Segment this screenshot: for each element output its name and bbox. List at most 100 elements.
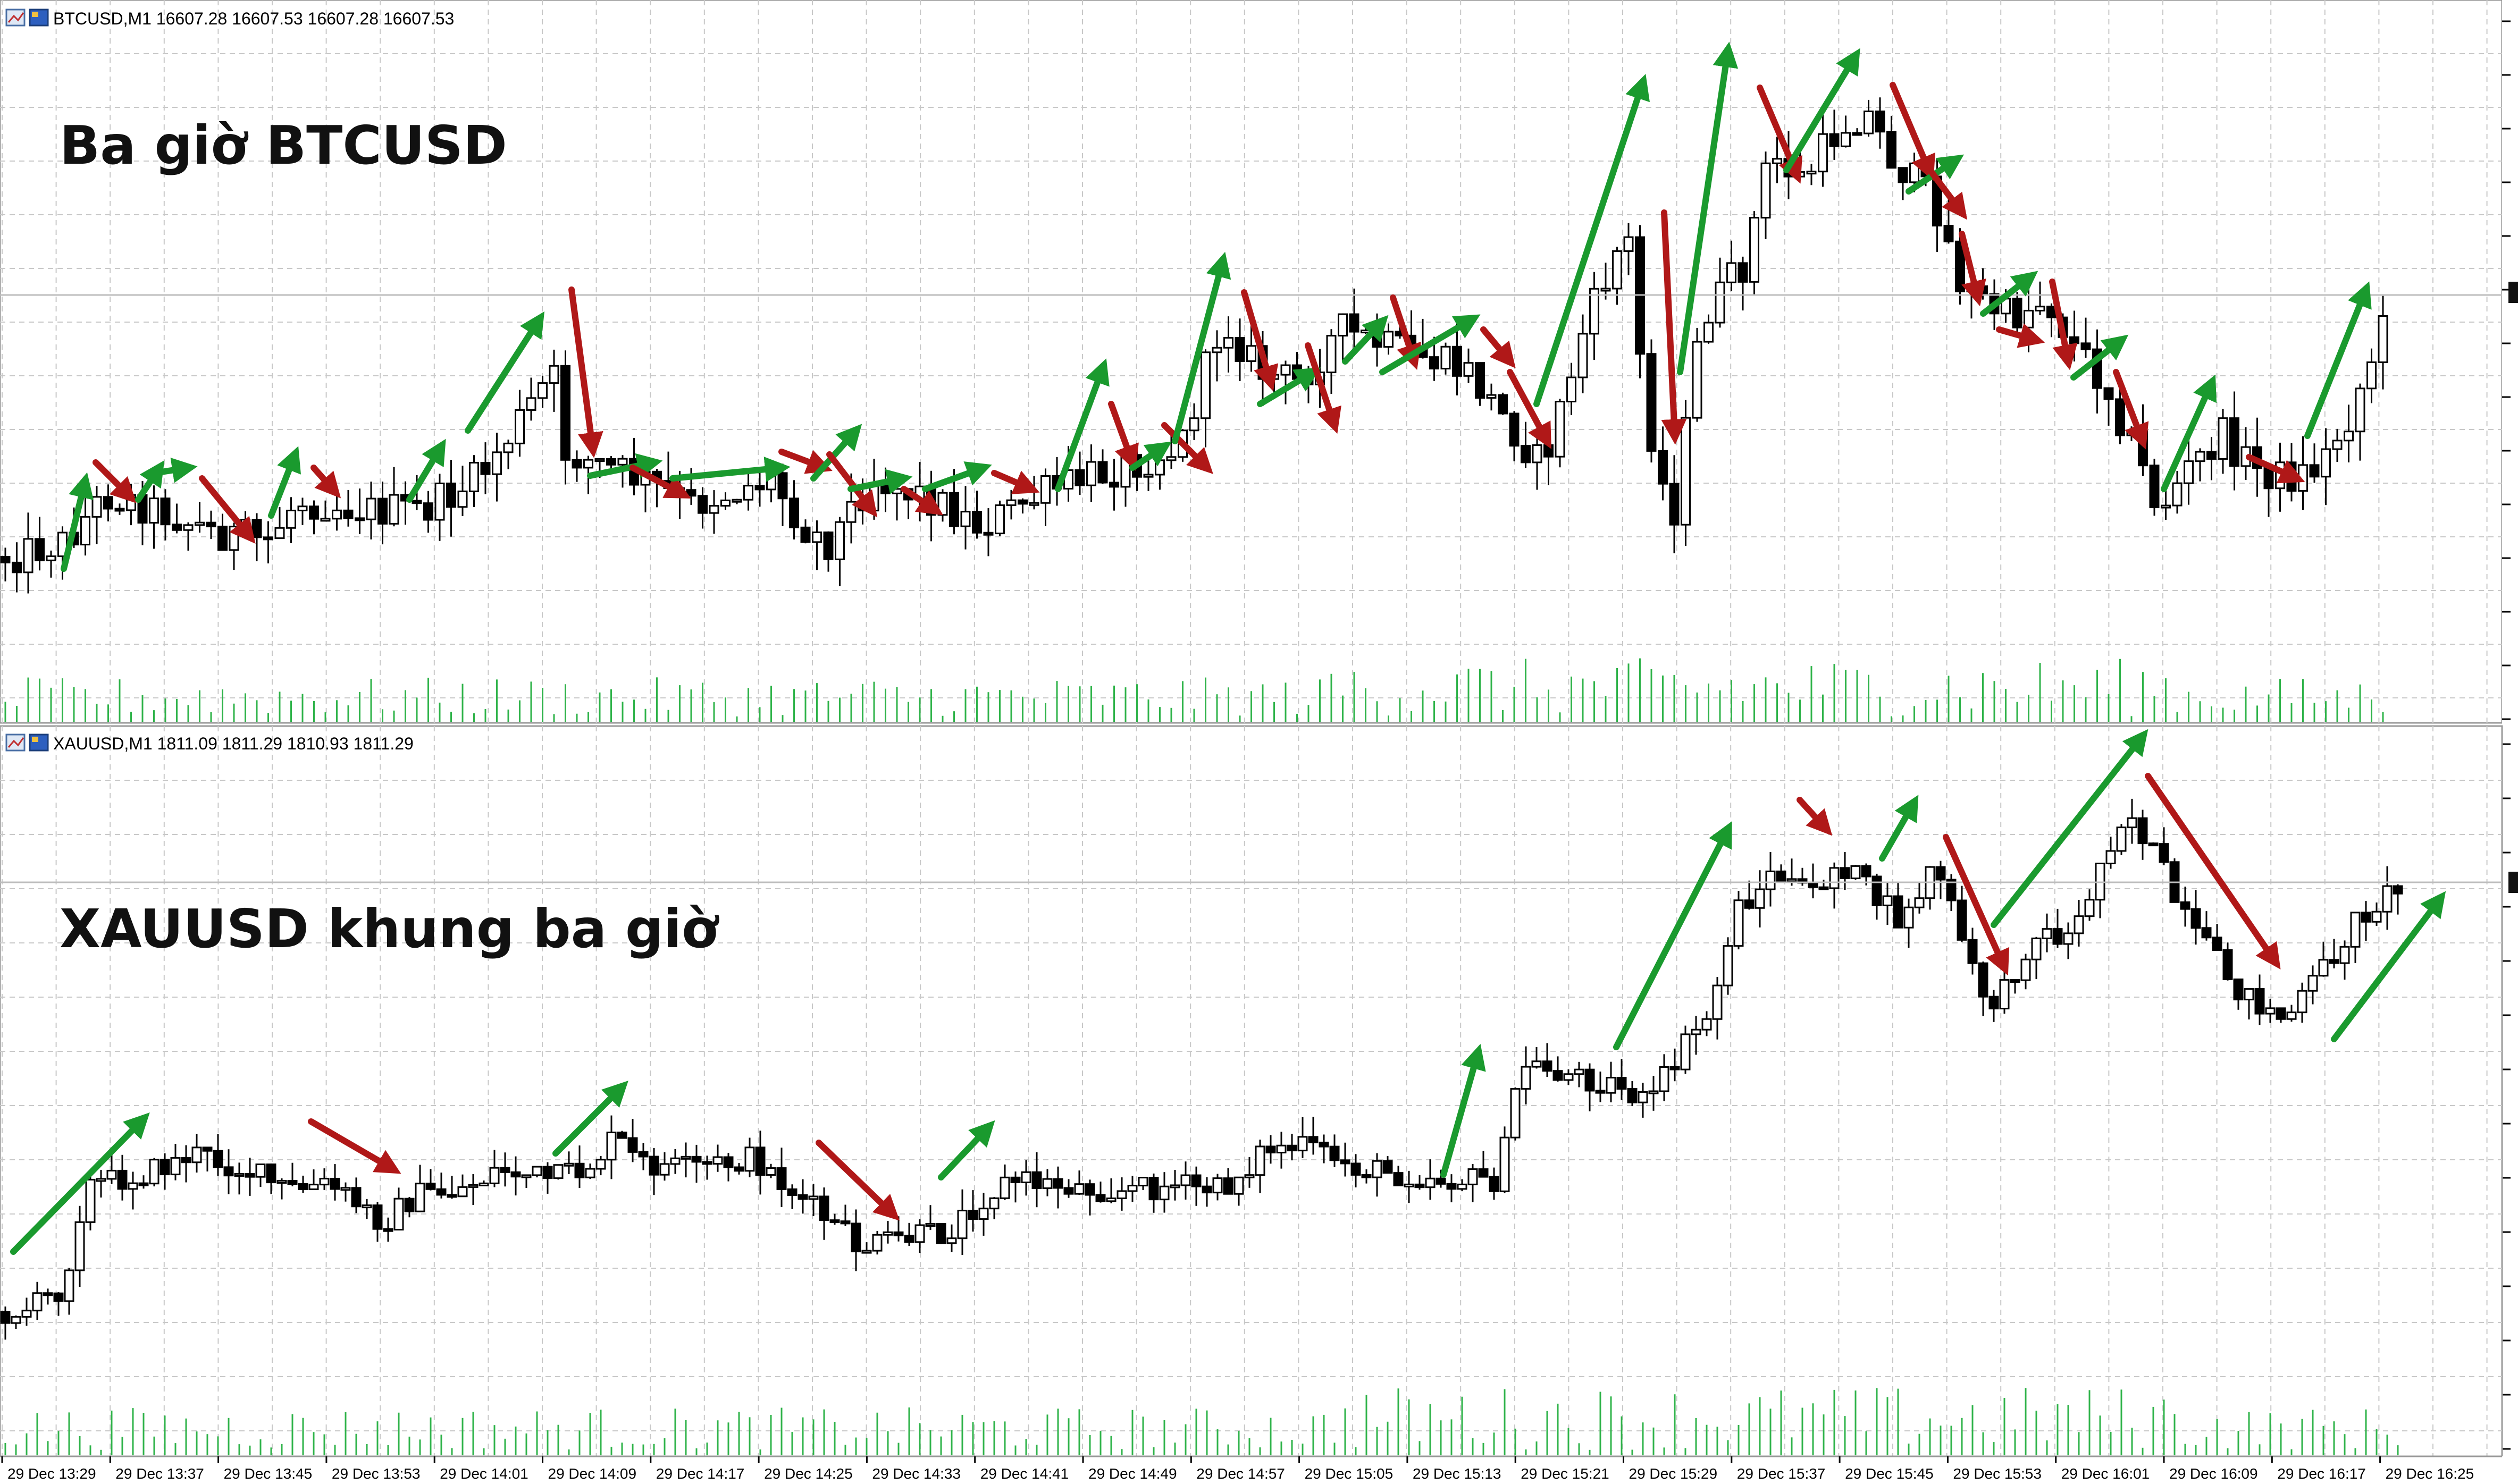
candle-body bbox=[2276, 1007, 2286, 1020]
candle-body bbox=[298, 1183, 308, 1191]
time-axis-label: 29 Dec 16:09 bbox=[2169, 1465, 2258, 1482]
candle-body bbox=[223, 1166, 234, 1177]
candle-body bbox=[1914, 897, 1925, 908]
candle-body bbox=[840, 1220, 851, 1225]
xau-pane[interactable]: XAUUSD,M1 1811.09 1811.29 1810.93 1811.2… bbox=[0, 725, 2503, 1457]
candle-body bbox=[2286, 1011, 2297, 1020]
candle-body bbox=[1978, 962, 1988, 998]
candle-body bbox=[732, 499, 742, 503]
candle-body bbox=[627, 1137, 638, 1153]
candle-body bbox=[1280, 364, 1291, 376]
candle-body bbox=[968, 1210, 978, 1220]
candle-body bbox=[2254, 988, 2265, 1015]
candle-body bbox=[2344, 431, 2354, 442]
candle-body bbox=[1818, 133, 1828, 173]
candle-body bbox=[1600, 288, 1611, 292]
candle-body bbox=[1584, 1068, 1595, 1092]
candle-body bbox=[681, 1156, 691, 1160]
candle-body bbox=[149, 498, 159, 524]
down-arrow bbox=[1661, 209, 1687, 445]
candle-body bbox=[1233, 1176, 1244, 1195]
candle-body bbox=[1117, 1190, 1127, 1200]
btc-pane[interactable]: BTCUSD,M1 16607.28 16607.53 16607.28 166… bbox=[0, 0, 2503, 724]
candle-body bbox=[1627, 1088, 1638, 1103]
candle-body bbox=[960, 511, 971, 527]
candle-body bbox=[1393, 1172, 1404, 1186]
candle-body bbox=[1712, 984, 1723, 1020]
candle-body bbox=[160, 1159, 170, 1176]
candle-body bbox=[617, 458, 628, 466]
candle-body bbox=[1595, 1090, 1606, 1094]
down-arrow bbox=[1959, 231, 1986, 307]
candle-body bbox=[2137, 817, 2148, 845]
down-arrow bbox=[1161, 422, 1213, 474]
candle-body bbox=[564, 1162, 574, 1167]
candle-body bbox=[276, 1179, 287, 1184]
candle-body bbox=[1425, 1177, 1436, 1188]
candle-body bbox=[1457, 1183, 1467, 1190]
candle-body bbox=[1648, 1090, 1659, 1094]
candle-body bbox=[1106, 1198, 1117, 1202]
candle-body bbox=[1021, 1171, 1031, 1184]
candle-body bbox=[43, 1292, 53, 1296]
down-arrow bbox=[310, 465, 341, 499]
candle-body bbox=[23, 538, 33, 574]
candle-body bbox=[1338, 313, 1348, 337]
candle-body bbox=[1223, 1177, 1233, 1195]
down-arrow bbox=[1890, 82, 1935, 181]
candle-body bbox=[560, 365, 570, 461]
btc-symbol-line: BTCUSD,M1 16607.28 16607.53 16607.28 166… bbox=[53, 9, 454, 28]
candle-body bbox=[2116, 827, 2127, 852]
candle-body bbox=[789, 498, 799, 528]
candle-body bbox=[861, 1250, 872, 1254]
up-arrow bbox=[1991, 729, 2148, 928]
candle-body bbox=[2350, 912, 2361, 948]
candle-body bbox=[263, 536, 273, 541]
up-arrow bbox=[1879, 795, 1919, 862]
candle-body bbox=[217, 526, 228, 551]
candle-body bbox=[1521, 445, 1531, 463]
time-axis-label: 29 Dec 15:29 bbox=[1629, 1465, 1718, 1482]
candle-body bbox=[1319, 1141, 1329, 1148]
candle-body bbox=[1882, 895, 1893, 906]
up-arrow bbox=[61, 472, 94, 572]
candle-body bbox=[989, 1197, 1000, 1210]
time-axis-label: 29 Dec 16:17 bbox=[2277, 1465, 2366, 1482]
candle-body bbox=[2212, 937, 2222, 951]
candle-body bbox=[2307, 975, 2318, 992]
candle-body bbox=[949, 492, 959, 527]
candle-body bbox=[1170, 1184, 1180, 1188]
down-arrow bbox=[308, 1118, 401, 1174]
candle-body bbox=[2149, 465, 2160, 509]
candle-body bbox=[1765, 870, 1776, 890]
candle-body bbox=[2265, 1007, 2276, 1015]
up-arrow bbox=[1783, 48, 1860, 173]
xau-candles bbox=[0, 798, 2403, 1340]
btc-symbol-header: BTCUSD,M1 16607.28 16607.53 16607.28 166… bbox=[5, 9, 454, 28]
time-axis-label: 29 Dec 14:33 bbox=[872, 1465, 961, 1482]
candle-body bbox=[2355, 387, 2365, 433]
candle-body bbox=[2042, 928, 2052, 939]
candle-body bbox=[2031, 937, 2042, 960]
candle-body bbox=[1143, 474, 1154, 478]
candle-body bbox=[937, 492, 948, 516]
candle-body bbox=[2222, 949, 2233, 980]
candle-body bbox=[2126, 430, 2137, 436]
candle-body bbox=[1749, 217, 1759, 283]
candle-body bbox=[904, 1235, 914, 1243]
candle-body bbox=[883, 1231, 893, 1236]
candle-body bbox=[754, 485, 765, 491]
candle-body bbox=[1871, 875, 1882, 906]
time-axis-label: 29 Dec 14:25 bbox=[764, 1465, 853, 1482]
candle-body bbox=[21, 1310, 32, 1318]
time-axis-label: 29 Dec 14:49 bbox=[1088, 1465, 1177, 1482]
candle-body bbox=[1018, 499, 1028, 505]
candle-body bbox=[1326, 335, 1337, 374]
candle-body bbox=[251, 519, 262, 538]
candle-body bbox=[1159, 1185, 1170, 1201]
candle-body bbox=[170, 1157, 181, 1176]
candle-body bbox=[1552, 1070, 1563, 1081]
down-arrow bbox=[1241, 289, 1279, 392]
xau-price-marker bbox=[2508, 872, 2518, 893]
time-axis-label: 29 Dec 15:05 bbox=[1305, 1465, 1394, 1482]
